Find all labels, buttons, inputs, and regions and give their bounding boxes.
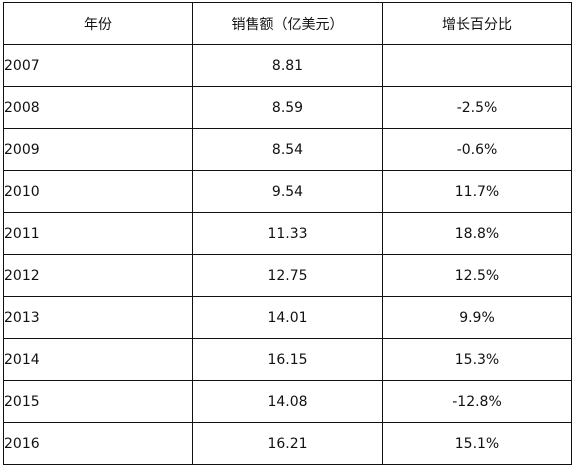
year-cell: 2012 [3, 254, 193, 297]
table-row: 2015 14.08 -12.8% [3, 380, 572, 423]
table-body: 2007 8.81 2008 8.59 -2.5% 2009 8.54 -0.6… [3, 44, 572, 465]
table-row: 2012 12.75 12.5% [3, 254, 572, 297]
header-growth: 增长百分比 [382, 2, 572, 45]
header-year: 年份 [3, 2, 193, 45]
year-cell: 2010 [3, 170, 193, 213]
growth-cell: 11.7% [382, 170, 572, 213]
sales-cell: 16.15 [192, 338, 383, 381]
sales-cell: 8.81 [192, 44, 383, 87]
table-row: 2011 11.33 18.8% [3, 212, 572, 255]
sales-cell: 8.54 [192, 128, 383, 171]
growth-cell: 9.9% [382, 296, 572, 339]
year-cell: 2016 [3, 422, 193, 465]
year-cell: 2013 [3, 296, 193, 339]
growth-cell: -12.8% [382, 380, 572, 423]
sales-cell: 8.59 [192, 86, 383, 129]
sales-table: 年份 销售额（亿美元） 增长百分比 2007 8.81 2008 8.59 -2… [3, 2, 572, 465]
year-cell: 2008 [3, 86, 193, 129]
year-cell: 2014 [3, 338, 193, 381]
growth-cell: -0.6% [382, 128, 572, 171]
table-row: 2014 16.15 15.3% [3, 338, 572, 381]
year-cell: 2009 [3, 128, 193, 171]
year-cell: 2015 [3, 380, 193, 423]
growth-cell: 18.8% [382, 212, 572, 255]
sales-cell: 12.75 [192, 254, 383, 297]
growth-cell: -2.5% [382, 86, 572, 129]
year-cell: 2011 [3, 212, 193, 255]
sales-cell: 9.54 [192, 170, 383, 213]
growth-cell [382, 44, 572, 87]
table-row: 2013 14.01 9.9% [3, 296, 572, 339]
sales-cell: 14.01 [192, 296, 383, 339]
table-row: 2008 8.59 -2.5% [3, 86, 572, 129]
growth-cell: 15.3% [382, 338, 572, 381]
sales-cell: 11.33 [192, 212, 383, 255]
growth-cell: 15.1% [382, 422, 572, 465]
year-cell: 2007 [3, 44, 193, 87]
table-row: 2007 8.81 [3, 44, 572, 87]
header-row: 年份 销售额（亿美元） 增长百分比 [3, 2, 572, 45]
table-row: 2010 9.54 11.7% [3, 170, 572, 213]
table-row: 2016 16.21 15.1% [3, 422, 572, 465]
table-row: 2009 8.54 -0.6% [3, 128, 572, 171]
growth-cell: 12.5% [382, 254, 572, 297]
header-sales: 销售额（亿美元） [192, 2, 383, 45]
table-header: 年份 销售额（亿美元） 增长百分比 [3, 2, 572, 45]
sales-cell: 14.08 [192, 380, 383, 423]
sales-cell: 16.21 [192, 422, 383, 465]
